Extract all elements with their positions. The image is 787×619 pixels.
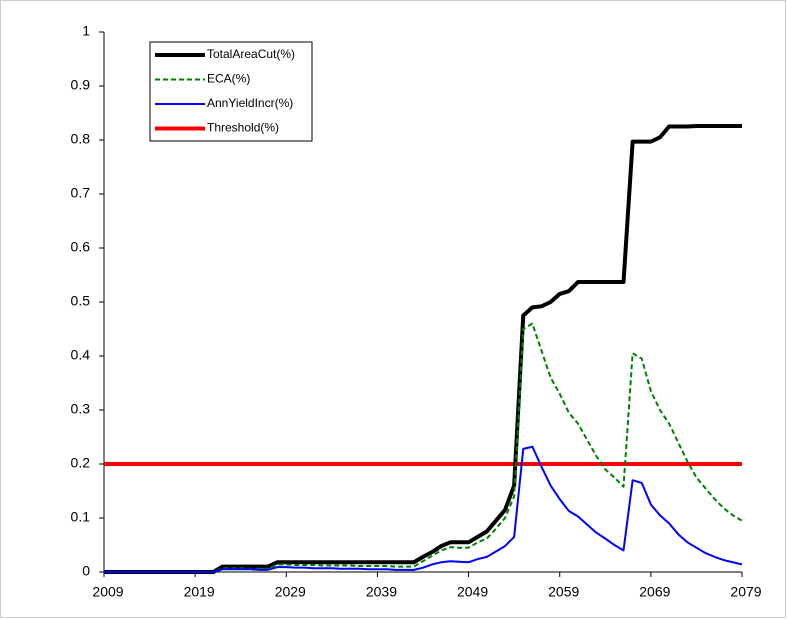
y-tick-label: 0.3	[71, 401, 91, 417]
y-tick-label: 0.4	[71, 347, 91, 363]
legend-label: TotalAreaCut(%)	[207, 47, 295, 61]
legend-label: ECA(%)	[207, 72, 250, 86]
x-tick-label: 2049	[457, 584, 488, 600]
x-tick-label: 2079	[730, 584, 761, 600]
legend-label: Threshold(%)	[207, 121, 279, 135]
y-tick-label: 1	[82, 23, 90, 39]
x-tick-label: 2059	[548, 584, 579, 600]
y-tick-label: 0	[82, 563, 90, 579]
x-tick-label: 2019	[184, 584, 215, 600]
x-tick-label: 2069	[639, 584, 670, 600]
y-tick-label: 0.6	[71, 239, 91, 255]
y-tick-label: 0.2	[71, 455, 91, 471]
y-tick-label: 0.5	[71, 293, 91, 309]
y-tick-label: 0.7	[71, 185, 91, 201]
y-tick-label: 0.8	[71, 131, 91, 147]
legend-label: AnnYieldIncr(%)	[207, 96, 293, 110]
x-tick-label: 2029	[275, 584, 306, 600]
series-line	[104, 445, 743, 573]
y-tick-label: 0.1	[71, 509, 91, 525]
y-tick-label: 0.9	[71, 77, 91, 93]
legend	[149, 41, 313, 142]
x-tick-label: 2039	[366, 584, 397, 600]
x-tick-label: 2009	[92, 584, 123, 600]
